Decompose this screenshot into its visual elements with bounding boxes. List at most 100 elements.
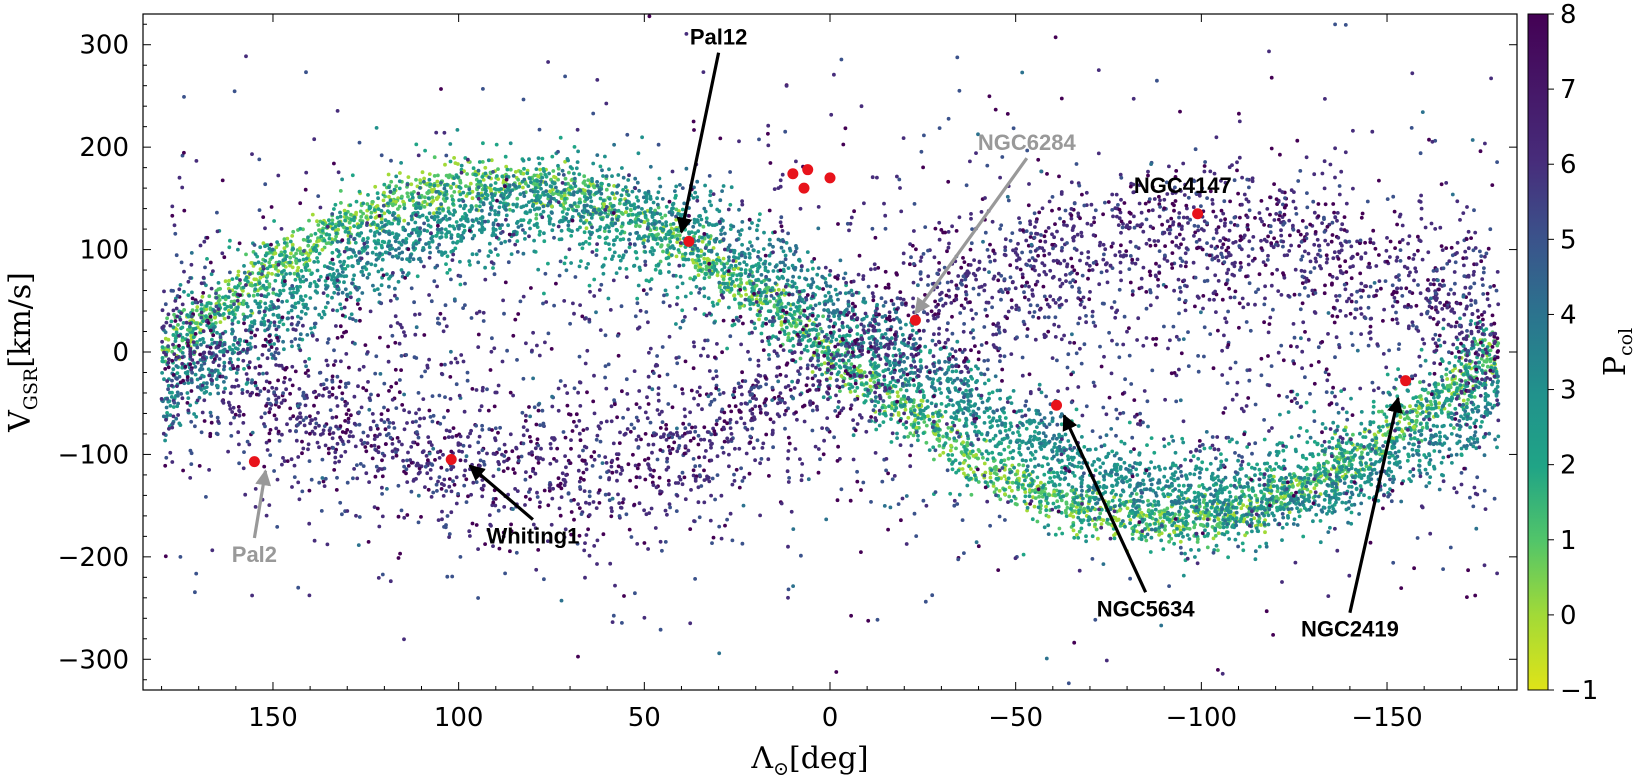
data-point <box>775 275 780 280</box>
data-point <box>306 239 311 244</box>
data-point <box>1384 415 1389 419</box>
data-point <box>1301 534 1306 539</box>
data-point <box>1197 484 1202 489</box>
data-point <box>470 252 475 257</box>
data-point <box>563 176 568 181</box>
data-point <box>810 327 815 332</box>
data-point <box>569 261 573 265</box>
data-point <box>952 436 957 441</box>
data-point <box>1441 326 1446 331</box>
data-point <box>908 431 913 436</box>
data-point <box>1308 490 1313 494</box>
data-point <box>586 178 591 183</box>
data-point <box>1227 537 1231 541</box>
data-point <box>633 250 638 254</box>
data-point <box>532 249 537 254</box>
data-point <box>1414 395 1418 400</box>
data-point <box>1175 527 1179 531</box>
data-point <box>1057 489 1062 494</box>
data-point <box>767 342 772 347</box>
data-point <box>1246 484 1250 489</box>
data-point <box>402 218 407 223</box>
data-point <box>204 304 209 308</box>
data-point <box>1023 494 1028 499</box>
data-point <box>459 163 464 168</box>
data-point <box>330 221 335 226</box>
data-point <box>950 453 955 457</box>
data-point <box>1029 483 1033 488</box>
data-point <box>369 215 373 220</box>
data-point <box>811 353 816 358</box>
data-point <box>487 241 492 246</box>
data-point <box>1237 480 1241 485</box>
data-point <box>1472 395 1477 399</box>
data-point <box>209 318 214 322</box>
data-point <box>1181 527 1186 532</box>
data-point <box>1311 454 1315 459</box>
data-point <box>579 259 583 263</box>
data-point <box>467 259 472 264</box>
data-point <box>521 185 525 190</box>
data-point <box>705 256 710 261</box>
data-point <box>1149 436 1154 440</box>
data-point <box>163 336 168 341</box>
data-point <box>850 385 855 389</box>
data-point <box>688 276 693 281</box>
data-point <box>1305 440 1310 445</box>
data-point <box>663 288 668 293</box>
data-point <box>1183 551 1187 556</box>
data-point <box>515 239 520 244</box>
data-point <box>1300 482 1305 487</box>
data-point <box>918 358 923 363</box>
data-point <box>721 256 726 261</box>
data-point <box>288 260 292 265</box>
data-point <box>1082 445 1087 449</box>
data-point <box>1028 434 1033 439</box>
data-point <box>1401 437 1406 441</box>
data-point <box>587 242 592 246</box>
data-point <box>883 332 888 336</box>
data-point <box>821 395 826 400</box>
data-point <box>960 467 965 471</box>
data-point <box>258 245 263 250</box>
data-point <box>1252 466 1257 471</box>
data-point <box>947 457 951 462</box>
data-point <box>846 358 851 363</box>
data-point <box>748 269 753 274</box>
data-point <box>474 173 478 177</box>
data-point <box>242 264 246 268</box>
data-point <box>938 347 943 351</box>
data-point <box>620 166 624 170</box>
data-point <box>675 285 680 290</box>
data-point <box>1466 397 1470 402</box>
data-point <box>496 167 500 172</box>
data-point <box>695 253 700 258</box>
data-point <box>1020 458 1025 463</box>
data-point <box>1395 435 1399 440</box>
data-point <box>1033 496 1038 500</box>
data-point <box>751 264 755 269</box>
data-point <box>706 296 711 301</box>
data-point <box>567 170 571 175</box>
data-point <box>1128 518 1133 522</box>
data-point <box>414 177 418 182</box>
data-point <box>675 295 680 300</box>
data-point <box>642 220 647 225</box>
data-point <box>519 218 523 223</box>
data-point <box>817 301 822 306</box>
data-point <box>1211 536 1216 541</box>
data-point <box>201 319 206 323</box>
data-point <box>1152 499 1157 504</box>
data-point <box>1445 377 1450 381</box>
data-point <box>349 255 354 259</box>
data-point <box>327 236 332 241</box>
data-point <box>880 405 885 410</box>
data-point <box>1146 503 1151 507</box>
data-point <box>801 334 805 338</box>
data-point <box>1169 536 1174 541</box>
data-point <box>814 317 818 322</box>
data-point <box>442 193 447 197</box>
data-point <box>468 263 472 267</box>
data-point <box>874 427 879 432</box>
data-point <box>850 346 855 351</box>
